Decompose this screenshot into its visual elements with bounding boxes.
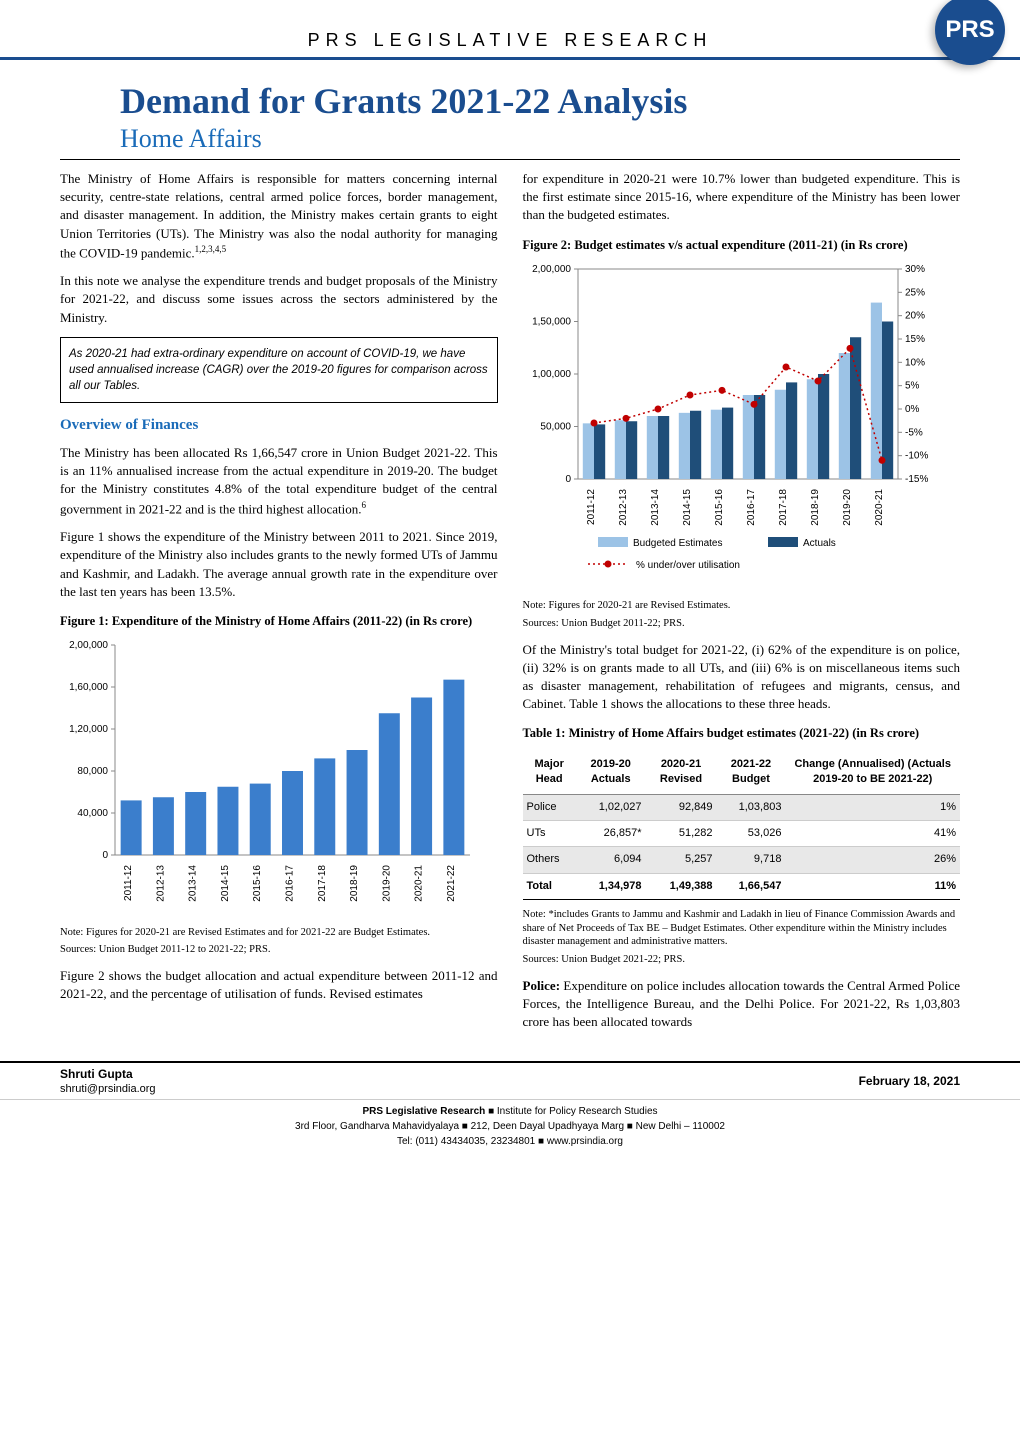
svg-text:% under/over utilisation: % under/over utilisation [636,560,740,571]
header-banner: PRS LEGISLATIVE RESEARCH PRS [0,0,1020,60]
svg-text:2020-21: 2020-21 [414,865,425,902]
svg-text:2019-20: 2019-20 [842,489,853,526]
fig2-chart: 0 50,000 1,00,000 1,50,000 2,00,000 -15% -10% -… [523,259,961,594]
svg-text:2019-20: 2019-20 [381,865,392,902]
table1-note: Note: *includes Grants to Jammu and Kash… [523,908,961,949]
svg-text:2021-22: 2021-22 [446,865,457,902]
svg-text:25%: 25% [905,287,925,298]
svg-text:50,000: 50,000 [540,422,571,433]
fig2-title: Figure 2: Budget estimates v/s actual ex… [523,237,961,255]
table-header: 2020-21 Revised [646,751,717,794]
fig2-source: Sources: Union Budget 2011-22; PRS. [523,617,961,631]
svg-text:10%: 10% [905,357,925,368]
footer-author-block: Shruti Gupta shruti@prsindia.org [60,1067,156,1095]
svg-text:Actuals: Actuals [803,538,836,549]
left-para1: The Ministry of Home Affairs is responsi… [60,170,498,262]
svg-text:2016-17: 2016-17 [285,865,296,902]
right-para1: for expenditure in 2020-21 were 10.7% lo… [523,170,961,225]
table-header: Change (Annualised) (Actuals 2019-20 to … [785,751,960,794]
svg-text:0: 0 [565,474,571,485]
right-column: for expenditure in 2020-21 were 10.7% lo… [523,170,961,1041]
svg-text:2015-16: 2015-16 [714,489,725,526]
header-banner-text: PRS LEGISLATIVE RESEARCH [0,0,1020,51]
svg-text:1,50,000: 1,50,000 [532,317,571,328]
svg-text:2011-12: 2011-12 [123,865,134,901]
footer-info: PRS Legislative Research ■ Institute for… [0,1100,1020,1153]
svg-text:80,000: 80,000 [77,766,108,777]
svg-text:2012-13: 2012-13 [618,489,629,526]
table1-source: Sources: Union Budget 2021-22; PRS. [523,953,961,967]
table1: Major Head2019-20 Actuals2020-21 Revised… [523,751,961,900]
svg-text:2015-16: 2015-16 [252,865,263,902]
table-header: Major Head [523,751,576,794]
svg-text:-15%: -15% [905,474,928,485]
table-row: Police1,02,02792,8491,03,8031% [523,794,961,820]
svg-text:1,20,000: 1,20,000 [69,724,108,735]
svg-text:2016-17: 2016-17 [746,489,757,526]
svg-text:Budgeted Estimates: Budgeted Estimates [633,538,723,549]
svg-text:2014-15: 2014-15 [682,489,693,526]
left-para4: Figure 1 shows the expenditure of the Mi… [60,528,498,601]
title-section: Demand for Grants 2021-22 Analysis Home … [60,70,960,160]
table-row: UTs26,857*51,28253,02641% [523,820,961,846]
fig1-note: Note: Figures for 2020-21 are Revised Es… [60,926,498,940]
svg-text:-5%: -5% [905,427,923,438]
table-row: Total1,34,9781,49,3881,66,54711% [523,873,961,899]
svg-text:40,000: 40,000 [77,808,108,819]
svg-text:5%: 5% [905,381,920,392]
svg-text:2018-19: 2018-19 [349,865,360,902]
svg-text:2013-14: 2013-14 [188,865,199,902]
svg-text:1,60,000: 1,60,000 [69,682,108,693]
svg-text:2014-15: 2014-15 [220,865,231,902]
svg-text:2012-13: 2012-13 [155,865,166,902]
page-footer: Shruti Gupta shruti@prsindia.org Februar… [0,1061,1020,1100]
main-title: Demand for Grants 2021-22 Analysis [120,80,900,122]
footer-email: shruti@prsindia.org [60,1083,156,1095]
fig1-chart: 0 40,000 80,000 1,20,000 1,60,000 2,00,000 201… [60,635,498,920]
fig1-source: Sources: Union Budget 2011-12 to 2021-22… [60,943,498,957]
table-row: Others6,0945,2579,71826% [523,847,961,873]
left-column: The Ministry of Home Affairs is responsi… [60,170,498,1041]
svg-text:2,00,000: 2,00,000 [532,264,571,275]
svg-text:2011-12: 2011-12 [586,489,597,525]
fig1-title: Figure 1: Expenditure of the Ministry of… [60,613,498,631]
footer-author: Shruti Gupta [60,1067,133,1081]
table-header: 2021-22 Budget [717,751,786,794]
left-para2: In this note we analyse the expenditure … [60,272,498,327]
fig2-note: Note: Figures for 2020-21 are Revised Es… [523,599,961,613]
svg-text:2018-19: 2018-19 [810,489,821,526]
svg-text:2013-14: 2013-14 [650,489,661,526]
content-area: The Ministry of Home Affairs is responsi… [0,160,1020,1051]
table1-title: Table 1: Ministry of Home Affairs budget… [523,725,961,743]
svg-text:2017-18: 2017-18 [778,489,789,526]
svg-text:0%: 0% [905,404,920,415]
svg-text:0: 0 [102,850,108,861]
right-para2: Of the Ministry's total budget for 2021-… [523,641,961,714]
left-para5: Figure 2 shows the budget allocation and… [60,967,498,1003]
svg-text:20%: 20% [905,311,925,322]
overview-heading: Overview of Finances [60,415,498,436]
svg-text:2017-18: 2017-18 [317,865,328,902]
table-header: 2019-20 Actuals [576,751,646,794]
svg-text:30%: 30% [905,264,925,275]
svg-text:-10%: -10% [905,451,928,462]
svg-text:2,00,000: 2,00,000 [69,640,108,651]
note-box: As 2020-21 had extra-ordinary expenditur… [60,337,498,403]
svg-text:1,00,000: 1,00,000 [532,369,571,380]
left-para3: The Ministry has been allocated Rs 1,66,… [60,444,498,518]
svg-text:15%: 15% [905,334,925,345]
footer-date: February 18, 2021 [859,1074,960,1088]
right-para3: Police: Expenditure on police includes a… [523,977,961,1032]
subtitle: Home Affairs [120,124,900,154]
prs-logo: PRS [935,0,1005,65]
svg-text:2020-21: 2020-21 [874,489,885,526]
